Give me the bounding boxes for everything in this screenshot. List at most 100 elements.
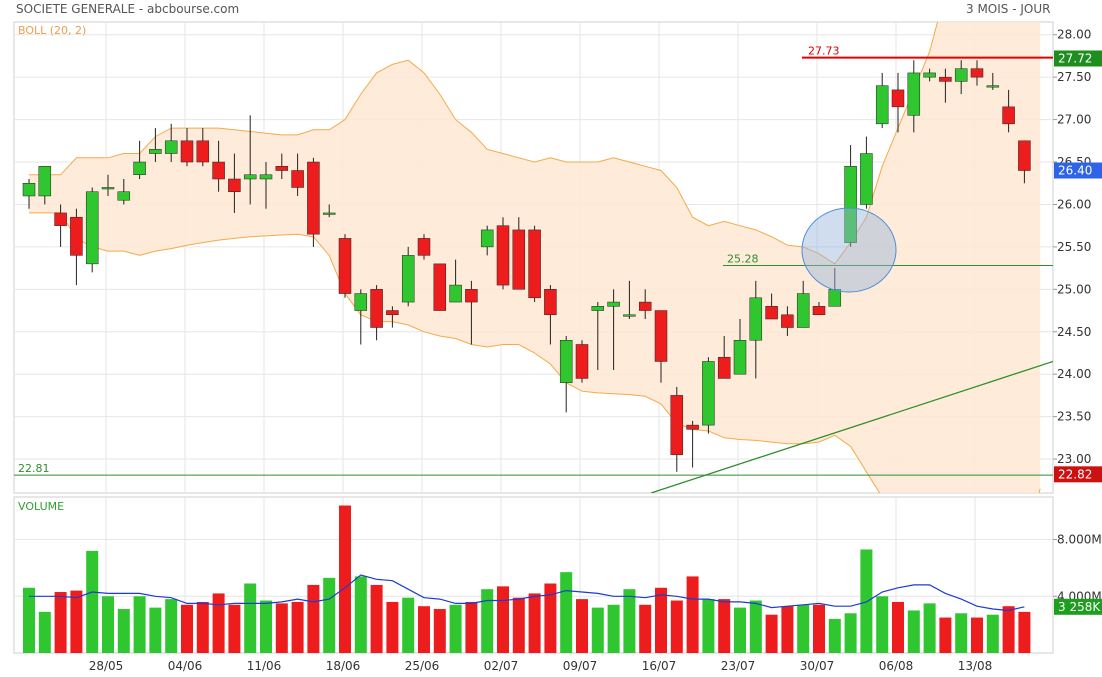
date-axis: 28/05 04/06 11/06 18/06 25/06 02/07 09/07 16/07…: [89, 659, 993, 673]
volume-bar: [196, 601, 209, 653]
volume-bar: [718, 599, 731, 653]
volume-bar: [165, 599, 178, 653]
candle-body: [307, 161, 320, 235]
price-tick-label: 24.50: [1057, 325, 1091, 339]
volume-label: VOLUME: [18, 500, 64, 513]
volume-bar: [291, 601, 304, 653]
candle-body: [654, 310, 668, 362]
volume-bar: [686, 576, 699, 653]
volume-bar: [781, 606, 794, 653]
candle-body: [923, 72, 936, 78]
candle-body: [623, 314, 636, 317]
volume-bar: [149, 607, 162, 653]
candle-body: [196, 140, 210, 163]
volume-bar: [418, 606, 430, 653]
price-tick-label: 27.50: [1057, 70, 1091, 84]
candle-body: [243, 174, 257, 180]
annotations: [650, 207, 1053, 493]
candle-body: [765, 306, 778, 320]
volume-bar: [481, 589, 494, 653]
candle-body: [986, 85, 1000, 88]
volume-bar: [23, 587, 35, 653]
price-tag: [1054, 466, 1102, 483]
date-tick-label: 30/07: [800, 659, 835, 673]
price-tick-label: 28.00: [1057, 28, 1091, 42]
candle-body: [717, 356, 731, 379]
volume-bar: [54, 592, 67, 653]
volume-bar: [512, 597, 525, 653]
candle-body: [607, 301, 620, 307]
date-tick-label: 09/07: [563, 659, 598, 673]
date-tick-label: 23/07: [721, 659, 756, 673]
price-tag: [1054, 50, 1102, 67]
candle-body: [149, 149, 162, 154]
candle-body: [322, 212, 336, 215]
price-tick-label: 23.00: [1057, 452, 1091, 466]
candle-body: [939, 76, 952, 82]
candle-body: [891, 89, 905, 108]
candle-body: [1018, 140, 1031, 171]
support-label: 25.28: [727, 253, 759, 266]
volume-bar: [70, 590, 83, 653]
volume-bar: [939, 617, 952, 653]
candle-body: [117, 191, 131, 201]
chart-title: SOCIETE GENERALE - abcbourse.com: [16, 2, 240, 16]
candle-body: [133, 161, 146, 176]
candle-body: [781, 314, 794, 328]
volume-bar: [212, 593, 225, 653]
candle-body: [844, 166, 857, 243]
volume-bar: [1002, 606, 1015, 653]
volume-bar: [655, 587, 667, 653]
candle-body: [559, 339, 573, 383]
volume-bar: [907, 610, 920, 653]
date-tick-label: 11/06: [247, 659, 282, 673]
candle-body: [354, 293, 368, 311]
candle-body: [70, 216, 83, 256]
volume-bar: [117, 609, 130, 653]
volume-bar: [576, 599, 588, 653]
volume-bar: [528, 593, 541, 653]
volume-bar: [38, 611, 51, 653]
candle-body: [275, 166, 289, 171]
volume-bar: [433, 609, 446, 653]
volume-bar: [749, 600, 762, 653]
price-tick-label: 23.50: [1057, 410, 1091, 424]
volume-tick-label: 8.000M: [1057, 533, 1102, 547]
volume-bar: [955, 613, 968, 653]
candle-body: [907, 72, 921, 116]
candle-body: [796, 293, 810, 328]
candle-body: [38, 166, 52, 197]
candle-body: [512, 229, 526, 290]
volume-bar: [1018, 611, 1031, 653]
price-tick-label: 25.50: [1057, 240, 1091, 254]
volume-bar: [339, 505, 351, 653]
volume-bar: [670, 600, 683, 653]
candle-body: [449, 284, 462, 303]
candle-body: [370, 289, 383, 328]
volume-bar: [275, 603, 288, 653]
candle-body: [954, 68, 968, 82]
volume-bar: [623, 589, 636, 653]
candle-body: [733, 339, 747, 375]
candle-body: [970, 68, 984, 78]
price-axis: 28.0027.5027.0026.5026.0025.5025.0024.50…: [1053, 28, 1102, 483]
volume-bar: [923, 603, 936, 653]
volume-bar: [386, 601, 399, 653]
date-tick-label: 28/05: [89, 659, 124, 673]
date-tick-label: 18/06: [326, 659, 361, 673]
candle-body: [180, 140, 194, 163]
volume-bar: [591, 607, 604, 653]
volume-bar: [449, 604, 462, 653]
candle-body: [591, 306, 605, 311]
volume-bar: [323, 577, 336, 653]
candle-body: [480, 229, 494, 248]
price-tick-label: 27.00: [1057, 113, 1091, 127]
volume-bar: [639, 604, 652, 653]
volume-bar: [181, 604, 193, 653]
volume-average-line: [29, 574, 1025, 612]
volume-bar: [876, 596, 889, 653]
candle-body: [670, 395, 684, 456]
candle-body: [291, 170, 304, 188]
candle-body: [528, 229, 541, 299]
candle-body: [212, 161, 225, 180]
